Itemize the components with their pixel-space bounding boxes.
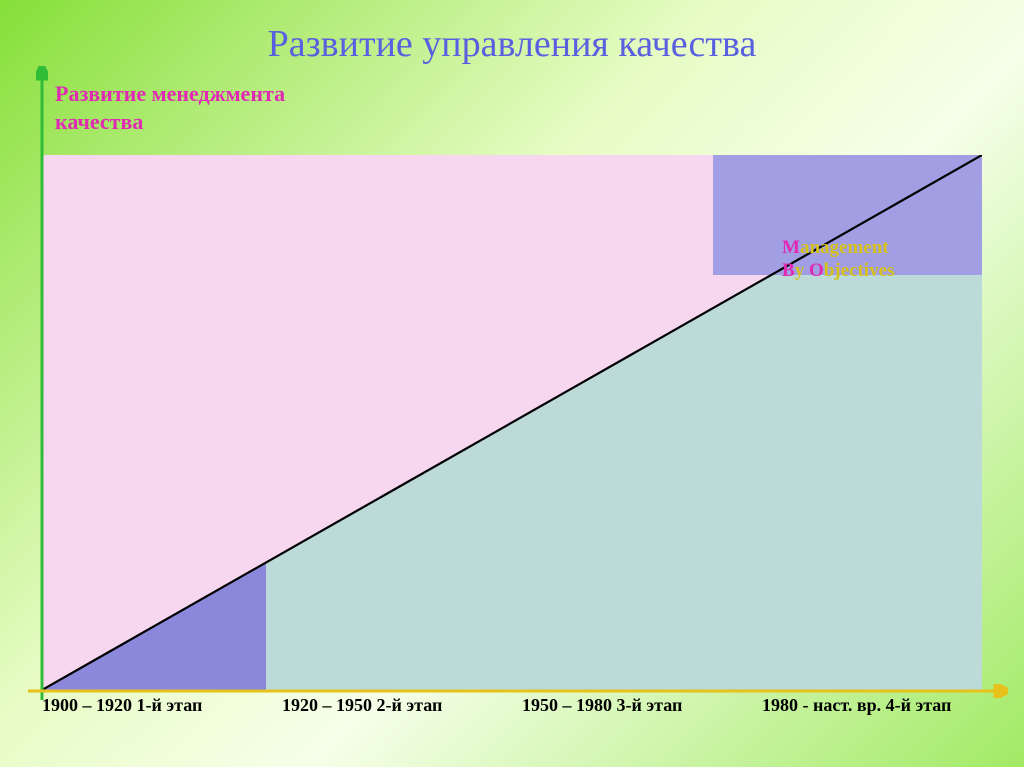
cell-taylor: Система Тейлора [42, 533, 266, 690]
x-label-3: 1950 – 1980 3-й этап [514, 695, 754, 716]
cell-industry-mid: - в проектировании - инновационный - в м… [713, 419, 982, 534]
cell-classical: Классическая школа менеджмента, Доктрина… [265, 533, 490, 690]
x-label-2: 1920 – 1950 2-й этап [274, 695, 514, 716]
x-label-1: 1900 – 1920 1-й этап [34, 695, 274, 716]
x-axis-labels: 1900 – 1920 1-й этап 1920 – 1950 2-й эта… [34, 695, 994, 716]
chart-area: TQM, UZQM, QM, ISO 9001:1994, ISO9001:20… [42, 155, 982, 690]
cell-tqc: TQC, CWQC (Company Wide Quality Control … [42, 274, 714, 420]
cell-industry-top: «Отраслевой» менеджмент: - финансовый - … [713, 274, 982, 420]
cell-industry-bottom: - конкурентоспособ- ности - риска Общий … [713, 533, 982, 690]
x-label-4: 1980 - наст. вр. 4-й этап [754, 695, 994, 716]
y-axis-label: Развитие менеджмента качества [55, 80, 285, 135]
cell-matrix-bottom: Ситуационный, Поведенческий подходы [489, 533, 714, 690]
general-mgmt-label: Общий менеджмент [769, 650, 951, 679]
x-axis-arrow [28, 684, 1008, 698]
mbo-label: Management By Objectives [782, 237, 894, 283]
page-title: Развитие управления качества [0, 22, 1024, 66]
y-axis-arrow [36, 66, 48, 700]
cell-sqc: SQC, Теория надежности, Планирование экс… [42, 419, 490, 534]
cell-top-left: TQM, UZQM, QM, ISO 9001:1994, ISO9001:20… [42, 155, 714, 275]
cell-matrix: Матричная организационная структура. Сис… [489, 419, 714, 534]
